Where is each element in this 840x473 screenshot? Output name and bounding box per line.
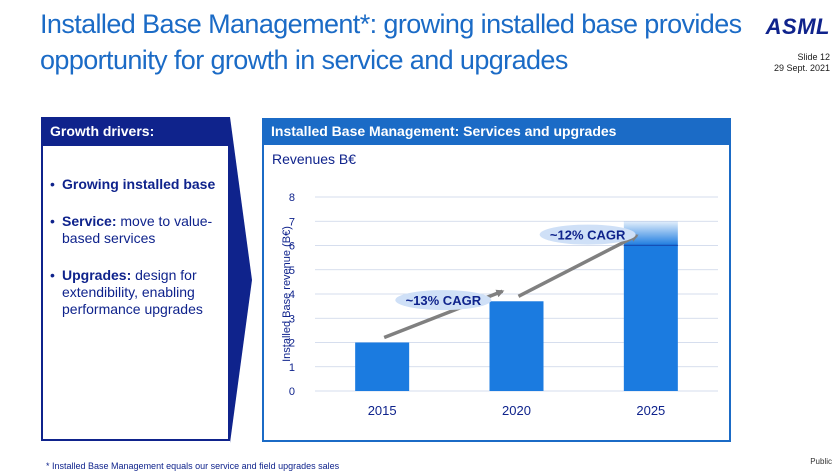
y-tick-label: 1: [289, 362, 295, 374]
bar-2025: [623, 245, 678, 391]
x-tick-label: 2025: [636, 403, 665, 418]
revenue-label: Revenues B€: [272, 151, 357, 167]
cagr-arrow: [517, 233, 639, 298]
classification-label: Public: [810, 457, 832, 466]
y-tick-label: 7: [289, 216, 295, 228]
cagr-label: ~12% CAGR: [550, 228, 626, 243]
y-tick-label: 8: [289, 192, 295, 204]
footnote: * Installed Base Management equals our s…: [46, 461, 340, 471]
slide-date: 29 Sept. 2021: [773, 63, 830, 73]
driver-item-upgrades: Upgrades: design for extendibility, enab…: [50, 267, 228, 318]
asml-logo: ASML: [765, 14, 830, 39]
y-axis-label: Installed Base revenue (B€): [281, 226, 293, 362]
bar-2015: [355, 342, 410, 391]
y-tick-label: 4: [289, 289, 295, 301]
revenue-chart: 0 1 2 3 4 5 6 7 8 Installed Base revenue (B€) 2015…: [281, 192, 718, 418]
cagr-label-bg: [539, 224, 636, 245]
cagr-label-bg: [395, 290, 492, 311]
bar-2020: [489, 301, 544, 391]
x-tick-label: 2015: [368, 403, 397, 418]
growth-drivers-header: Growth drivers:: [41, 117, 230, 146]
driver-item-installed-base: Growing installed base: [50, 176, 228, 193]
chevron-arrow-shape: [230, 117, 252, 443]
y-tick-label: 0: [289, 386, 295, 398]
y-tick-label: 3: [289, 313, 295, 325]
cagr-label: ~13% CAGR: [406, 293, 482, 308]
y-tick-label: 6: [289, 241, 295, 253]
growth-drivers-panel: [41, 146, 230, 441]
y-tick-label: 2: [289, 338, 295, 350]
ibm-panel-header: Installed Base Management: Services and …: [262, 118, 731, 145]
x-tick-label: 2020: [502, 403, 531, 418]
driver-item-service: Service: move to value-based services: [50, 213, 228, 247]
slide-number: Slide 12: [797, 52, 830, 62]
page-title: Installed Base Management*: growing inst…: [40, 9, 742, 75]
y-tick-label: 5: [289, 265, 295, 277]
growth-drivers-list: Growing installed base Service: move to …: [50, 176, 228, 338]
